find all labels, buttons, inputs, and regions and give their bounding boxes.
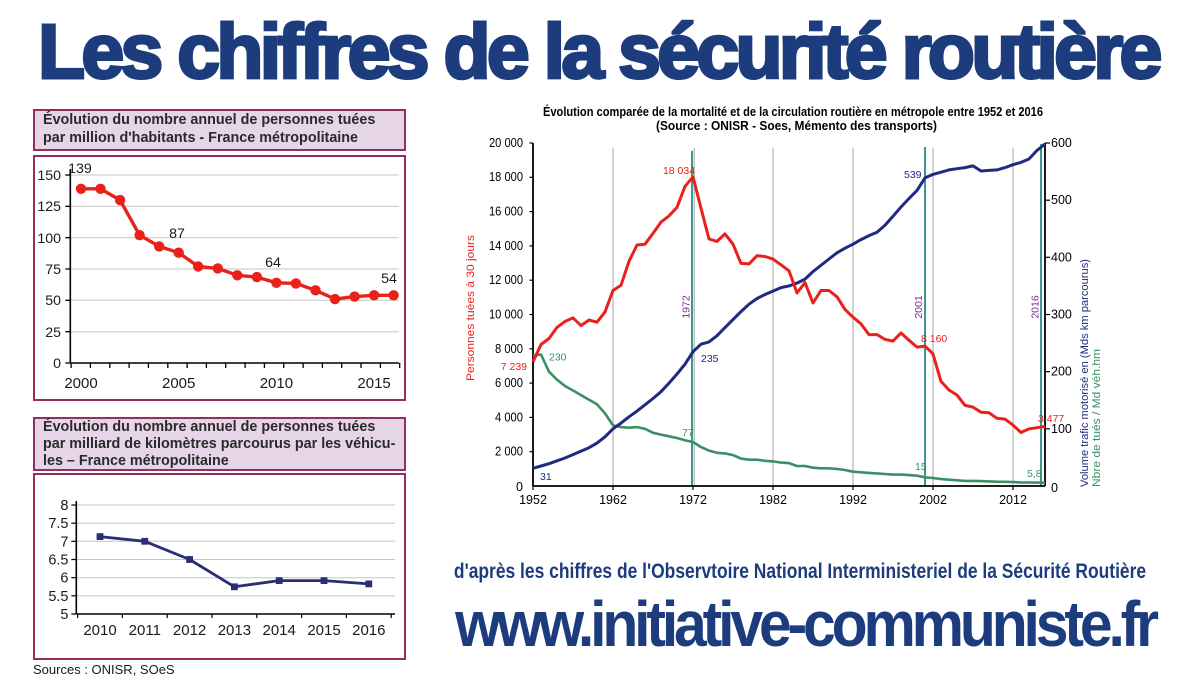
svg-text:6.5: 6.5: [48, 553, 68, 569]
svg-text:8 000: 8 000: [495, 342, 523, 356]
svg-text:2015: 2015: [357, 375, 390, 392]
svg-text:0: 0: [1051, 481, 1058, 495]
svg-text:1962: 1962: [599, 493, 627, 507]
svg-text:16 000: 16 000: [489, 205, 523, 219]
svg-text:2005: 2005: [162, 375, 195, 392]
svg-text:87: 87: [169, 226, 185, 242]
svg-text:230: 230: [549, 352, 567, 364]
svg-text:1972: 1972: [679, 493, 707, 507]
svg-text:5,8: 5,8: [1027, 468, 1042, 480]
svg-text:Évolution comparée de la morta: Évolution comparée de la mortalité et de…: [543, 104, 1043, 119]
svg-text:2010: 2010: [260, 375, 293, 392]
svg-text:12 000: 12 000: [489, 273, 523, 287]
svg-text:1952: 1952: [519, 493, 547, 507]
svg-text:7.5: 7.5: [48, 516, 68, 532]
svg-text:1992: 1992: [839, 493, 867, 507]
svg-text:235: 235: [701, 353, 719, 365]
svg-text:125: 125: [37, 199, 61, 215]
svg-text:139: 139: [68, 161, 92, 177]
svg-text:5.5: 5.5: [48, 589, 68, 605]
svg-text:200: 200: [1051, 365, 1072, 379]
svg-text:1972: 1972: [681, 295, 693, 319]
svg-text:6 000: 6 000: [495, 376, 523, 390]
svg-text:75: 75: [45, 262, 61, 278]
svg-text:400: 400: [1051, 250, 1072, 264]
svg-text:54: 54: [381, 271, 397, 287]
svg-text:31: 31: [540, 471, 552, 483]
svg-text:4 000: 4 000: [495, 410, 523, 424]
svg-text:64: 64: [265, 255, 281, 271]
svg-text:3 477: 3 477: [1038, 413, 1064, 425]
svg-text:5: 5: [60, 607, 68, 623]
svg-text:2011: 2011: [129, 622, 161, 639]
svg-text:2014: 2014: [263, 622, 296, 639]
svg-text:18 034: 18 034: [663, 165, 695, 177]
svg-text:10 000: 10 000: [489, 308, 523, 322]
svg-text:8: 8: [60, 498, 68, 514]
svg-text:8 160: 8 160: [921, 333, 947, 345]
svg-text:2012: 2012: [173, 622, 206, 639]
svg-text:150: 150: [37, 168, 61, 184]
svg-text:500: 500: [1051, 193, 1072, 207]
svg-text:15: 15: [915, 461, 927, 473]
svg-text:Personnes tuées à 30 jours: Personnes tuées à 30 jours: [465, 234, 477, 381]
svg-text:300: 300: [1051, 308, 1072, 322]
svg-text:18 000: 18 000: [489, 170, 523, 184]
svg-text:2002: 2002: [919, 493, 947, 507]
svg-text:20 000: 20 000: [489, 136, 523, 150]
svg-text:100: 100: [1051, 422, 1072, 436]
svg-text:1982: 1982: [759, 493, 787, 507]
svg-text:6: 6: [60, 571, 68, 587]
svg-text:2016: 2016: [1030, 295, 1042, 319]
svg-text:539: 539: [904, 169, 922, 181]
svg-text:600: 600: [1051, 136, 1072, 150]
svg-text:2013: 2013: [218, 622, 251, 639]
svg-text:14 000: 14 000: [489, 239, 523, 253]
svg-text:Volume trafic motorisé en (Mds: Volume trafic motorisé en (Mds km parcou…: [1079, 259, 1091, 487]
svg-text:(Source : ONISR - Soes, Mément: (Source : ONISR - Soes, Mémento des tran…: [656, 119, 937, 133]
svg-text:77: 77: [682, 427, 694, 439]
svg-text:2001: 2001: [913, 295, 925, 319]
svg-text:100: 100: [37, 231, 61, 247]
svg-text:2015: 2015: [307, 622, 340, 639]
svg-text:7: 7: [60, 534, 68, 550]
svg-text:2016: 2016: [352, 622, 385, 639]
svg-text:25: 25: [45, 325, 61, 341]
svg-text:2012: 2012: [999, 493, 1027, 507]
svg-text:2 000: 2 000: [495, 445, 523, 459]
svg-text:50: 50: [45, 293, 61, 309]
svg-text:0: 0: [53, 356, 61, 372]
svg-text:0: 0: [516, 480, 523, 494]
svg-text:2000: 2000: [64, 375, 97, 392]
svg-text:2010: 2010: [83, 622, 116, 639]
svg-text:7 239: 7 239: [501, 361, 527, 373]
svg-text:Nbre de tués / Md véh.hm: Nbre de tués / Md véh.hm: [1091, 349, 1103, 487]
